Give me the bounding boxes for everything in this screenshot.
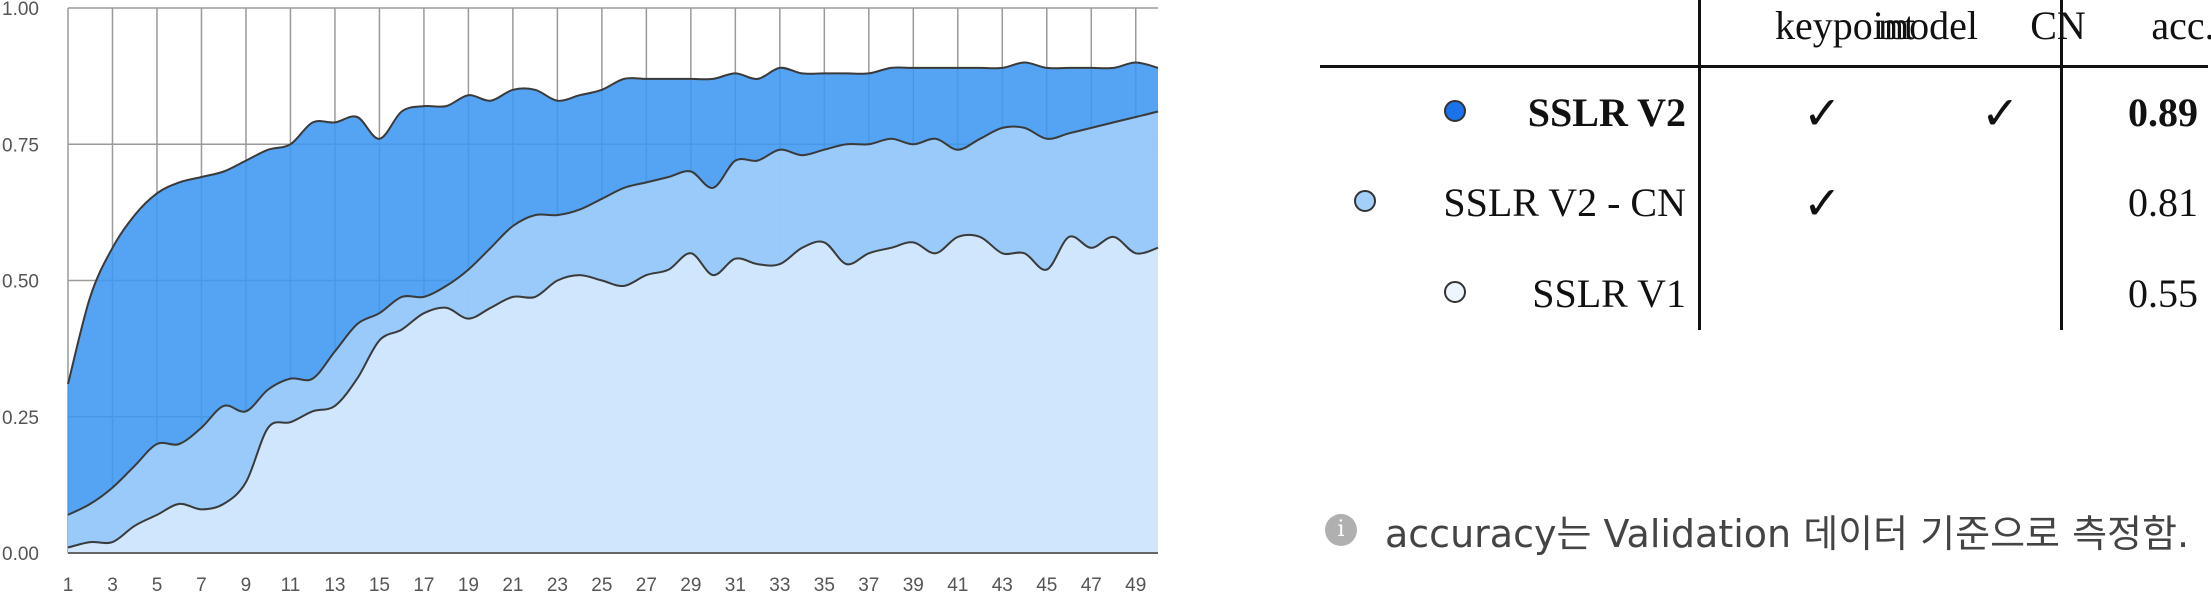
header-model: model xyxy=(1878,3,1978,48)
x-tick-label: 17 xyxy=(413,575,434,596)
check-icon: ✓ xyxy=(1803,176,1842,230)
row-model-sslr-v1: SSLR V1 xyxy=(1532,271,1686,316)
x-tick-label: 19 xyxy=(458,575,479,596)
series-dot-sslr-v1 xyxy=(1444,281,1466,303)
chart-areas xyxy=(67,61,1159,554)
x-tick-label: 7 xyxy=(196,575,207,596)
x-tick-label: 41 xyxy=(947,575,968,596)
series-line-0 xyxy=(67,61,1159,385)
x-tick-label: 37 xyxy=(858,575,879,596)
row-cn-sslr-v1 xyxy=(1981,259,2041,329)
x-tick-label: 9 xyxy=(241,575,252,596)
x-tick-label: 43 xyxy=(992,575,1013,596)
y-tick-label: 0.75 xyxy=(2,135,39,156)
check-icon: ✓ xyxy=(1981,86,2020,140)
x-tick-label: 49 xyxy=(1125,575,1146,596)
row-acc-sslr-v2-cn: 0.81 xyxy=(2128,180,2198,225)
header-cn: CN xyxy=(2030,3,2086,48)
x-tick-label: 47 xyxy=(1081,575,1102,596)
series-area-2 xyxy=(68,234,1158,553)
series-dot-sslr-v2 xyxy=(1444,100,1466,122)
x-tick-label: 5 xyxy=(152,575,163,596)
y-tick-label: 0.50 xyxy=(2,272,39,293)
row-cn-sslr-v2-cn xyxy=(1981,168,2041,238)
row-acc-sslr-v2: 0.89 xyxy=(2128,90,2198,135)
accuracy-area-chart: 0.000.250.500.751.00 1 3 5 7 9 11 13 15 17 19 21 23… xyxy=(2,0,1159,596)
x-tick-label: 3 xyxy=(107,575,118,596)
x-tick-label: 15 xyxy=(369,575,390,596)
column-divider-2 xyxy=(2060,0,2063,330)
x-tick-label: 25 xyxy=(591,575,612,596)
model-comparison-table: model keypoint CN acc. SSLR V2 ✓ ✓ 0.89 … xyxy=(1318,0,2211,340)
row-acc-sslr-v1: 0.55 xyxy=(2128,271,2198,316)
y-tick-label: 0.00 xyxy=(2,544,39,565)
series-line-1 xyxy=(67,110,1159,516)
x-tick-label: 11 xyxy=(281,575,301,596)
x-tick-label: 31 xyxy=(725,575,746,596)
x-tick-label: 45 xyxy=(1036,575,1057,596)
series-dot-sslr-v2-cn xyxy=(1354,190,1376,212)
y-tick-label: 0.25 xyxy=(2,408,39,429)
x-tick-label: 33 xyxy=(769,575,790,596)
x-tick-label: 23 xyxy=(547,575,568,596)
header-keypoint: keypoint xyxy=(1775,3,1915,48)
x-tick-label: 39 xyxy=(903,575,924,596)
y-tick-label: 1.00 xyxy=(2,0,39,20)
column-divider-1 xyxy=(1698,0,1701,330)
header-acc: acc. xyxy=(2151,3,2211,48)
footnote-text: accuracy는 Validation 데이터 기준으로 측정함. xyxy=(1385,511,2190,556)
footnote: i accuracy는 Validation 데이터 기준으로 측정함. xyxy=(1325,505,2190,556)
header-rule xyxy=(1320,65,2208,68)
x-tick-label: 1 xyxy=(63,575,74,596)
y-axis-ticks: 0.00 0.25 0.50 0.75 1.00 xyxy=(2,0,39,565)
check-icon: ✓ xyxy=(1803,86,1842,140)
row-model-sslr-v2: SSLR V2 xyxy=(1527,90,1686,135)
info-icon: i xyxy=(1325,514,1357,546)
series-line-2 xyxy=(67,233,1159,549)
x-tick-label: 21 xyxy=(502,575,523,596)
x-tick-label: 27 xyxy=(636,575,657,596)
x-tick-label: 29 xyxy=(680,575,701,596)
x-axis-ticks: 1 3 5 7 9 11 13 15 17 19 21 23 25 27 29 31 33 35 37 39 41 43 4… xyxy=(63,575,1147,596)
row-model-sslr-v2-cn: SSLR V2 - CN xyxy=(1443,180,1686,225)
row-keypoint-sslr-v1 xyxy=(1803,259,1863,329)
x-tick-label: 35 xyxy=(814,575,835,596)
x-tick-label: 13 xyxy=(324,575,345,596)
